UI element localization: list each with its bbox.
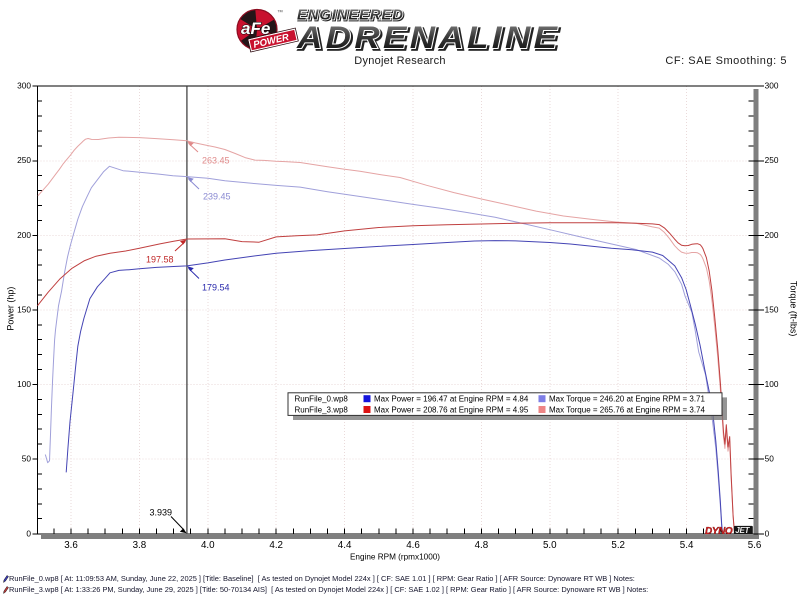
svg-text:Max Torque = 265.76 at Engine: Max Torque = 265.76 at Engine RPM = 3.74 [549,405,706,414]
svg-text:JET: JET [735,526,750,535]
svg-text:Power (hp): Power (hp) [6,287,16,331]
svg-text:5.0: 5.0 [543,540,557,551]
svg-text:Max Power = 208.76 at Engine R: Max Power = 208.76 at Engine RPM = 4.95 [374,405,529,414]
svg-text:0: 0 [765,528,770,538]
svg-text:3.8: 3.8 [133,540,147,551]
svg-text:Torque (ft-lbs): Torque (ft-lbs) [789,281,799,337]
svg-text:100: 100 [17,379,31,389]
svg-text:4.8: 4.8 [475,540,489,551]
svg-text:179.54: 179.54 [202,282,230,292]
svg-text:5.2: 5.2 [611,540,625,551]
svg-text:300: 300 [17,81,31,91]
svg-text:4.2: 4.2 [269,540,283,551]
svg-text:ADRENALINE: ADRENALINE [296,20,560,55]
svg-text:150: 150 [765,304,779,314]
svg-text:239.45: 239.45 [203,192,231,202]
svg-text:3.939: 3.939 [150,508,173,518]
svg-text:Max Power = 196.47 at Engine R: Max Power = 196.47 at Engine RPM = 4.84 [374,395,529,404]
svg-text:aFe: aFe [241,19,270,38]
svg-text:Engine RPM (rpmx1000): Engine RPM (rpmx1000) [350,553,440,562]
svg-text:250: 250 [17,155,31,165]
svg-text:200: 200 [17,230,31,240]
svg-text:50: 50 [22,453,32,463]
svg-text:3.6: 3.6 [64,540,78,551]
svg-text:5.6: 5.6 [748,540,762,551]
svg-text:197.58: 197.58 [146,254,174,264]
svg-text:263.45: 263.45 [202,156,230,166]
svg-text:200: 200 [765,230,779,240]
svg-text:™: ™ [277,9,283,16]
svg-text:RunFile_3.wp8: RunFile_3.wp8 [295,405,349,414]
svg-text:300: 300 [765,81,779,91]
svg-text:DYNO: DYNO [705,526,733,537]
svg-text:5.4: 5.4 [680,540,694,551]
svg-text:4.0: 4.0 [201,540,215,551]
svg-text:50: 50 [765,453,775,463]
svg-text:250: 250 [765,155,779,165]
svg-text:Max Torque = 246.20 at Engine: Max Torque = 246.20 at Engine RPM = 3.71 [549,395,706,404]
svg-text:150: 150 [17,304,31,314]
svg-text:100: 100 [765,379,779,389]
svg-text:ENGINEERED: ENGINEERED [297,7,404,23]
svg-text:4.4: 4.4 [338,540,352,551]
svg-text:0: 0 [26,528,31,538]
svg-text:RunFile_0.wp8: RunFile_0.wp8 [295,395,349,404]
svg-text:4.6: 4.6 [406,540,420,551]
